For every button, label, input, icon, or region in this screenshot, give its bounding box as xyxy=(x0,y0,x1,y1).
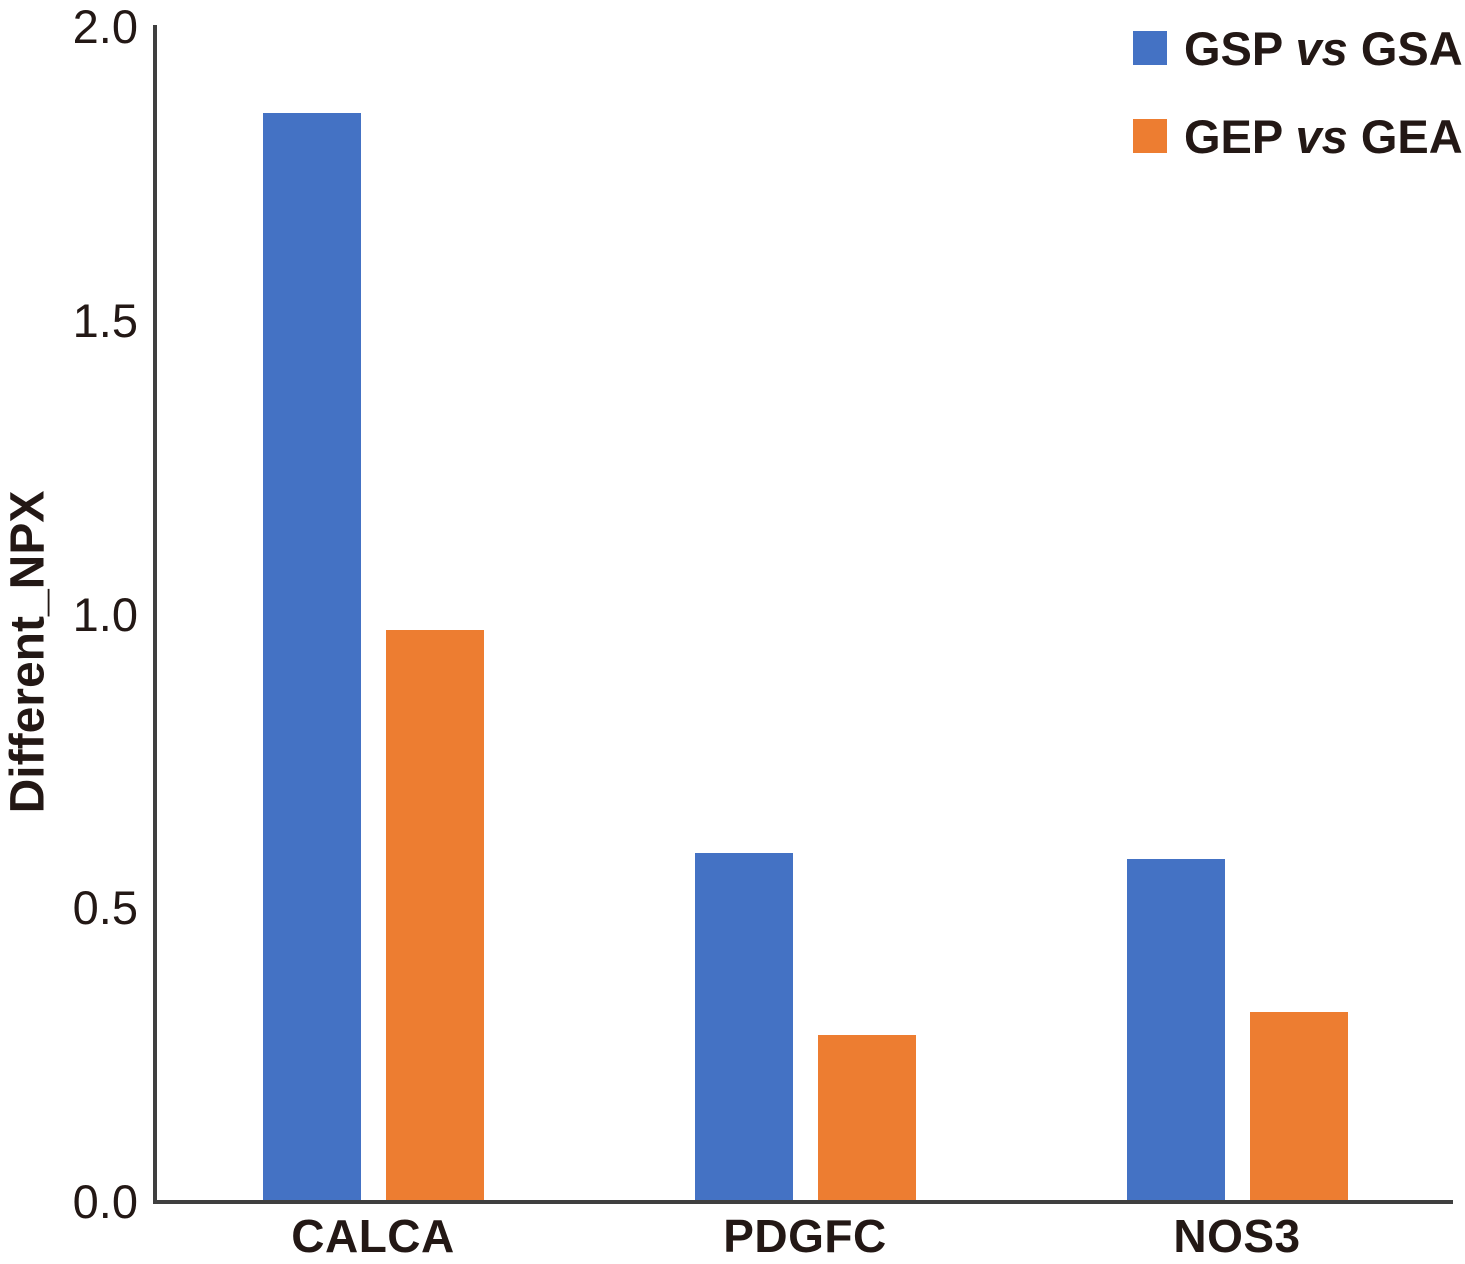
bar-gep-vs-gea-nos3 xyxy=(1250,1012,1348,1200)
y-tick-label-1.0: 1.0 xyxy=(72,587,138,641)
bar-gep-vs-gea-calca xyxy=(386,630,484,1200)
y-tick-label-1.5: 1.5 xyxy=(72,293,138,347)
bar-gsp-vs-gsa-nos3 xyxy=(1127,859,1225,1200)
legend-item-gsp-vs-gsa: GSP vs GSA xyxy=(1133,22,1463,75)
x-category-label-nos3: NOS3 xyxy=(1173,1210,1301,1262)
y-axis-label: Different_NPX xyxy=(1,490,55,814)
y-tick-label-2.0: 2.0 xyxy=(72,0,138,53)
legend-item-gep-vs-gea: GEP vs GEA xyxy=(1133,110,1463,163)
legend-swatch-blue-icon xyxy=(1133,31,1167,65)
legend-text: GEP xyxy=(1184,109,1283,163)
legend-swatch-orange-icon xyxy=(1133,119,1167,153)
y-tick-label-0.0: 0.0 xyxy=(72,1175,138,1228)
legend: GSP vs GSA GEP vs GEA xyxy=(1133,22,1463,206)
bar-gep-vs-gea-pdgfc xyxy=(818,1035,916,1200)
x-category-label-calca: CALCA xyxy=(291,1210,455,1262)
legend-text: GSA xyxy=(1360,21,1463,75)
bar-gsp-vs-gsa-calca xyxy=(263,113,361,1200)
legend-text: GSP xyxy=(1184,21,1283,75)
y-tick-label-0.5: 0.5 xyxy=(72,881,138,935)
legend-text-vs: vs xyxy=(1295,109,1348,163)
legend-text-vs: vs xyxy=(1295,21,1348,75)
x-category-label-pdgfc: PDGFC xyxy=(723,1210,887,1262)
bar-gsp-vs-gsa-pdgfc xyxy=(695,853,793,1200)
legend-text: GEA xyxy=(1360,109,1463,163)
legend-label-gep-vs-gea: GEP vs GEA xyxy=(1184,109,1463,164)
plot-area xyxy=(153,25,1453,1204)
legend-label-gsp-vs-gsa: GSP vs GSA xyxy=(1184,21,1463,76)
